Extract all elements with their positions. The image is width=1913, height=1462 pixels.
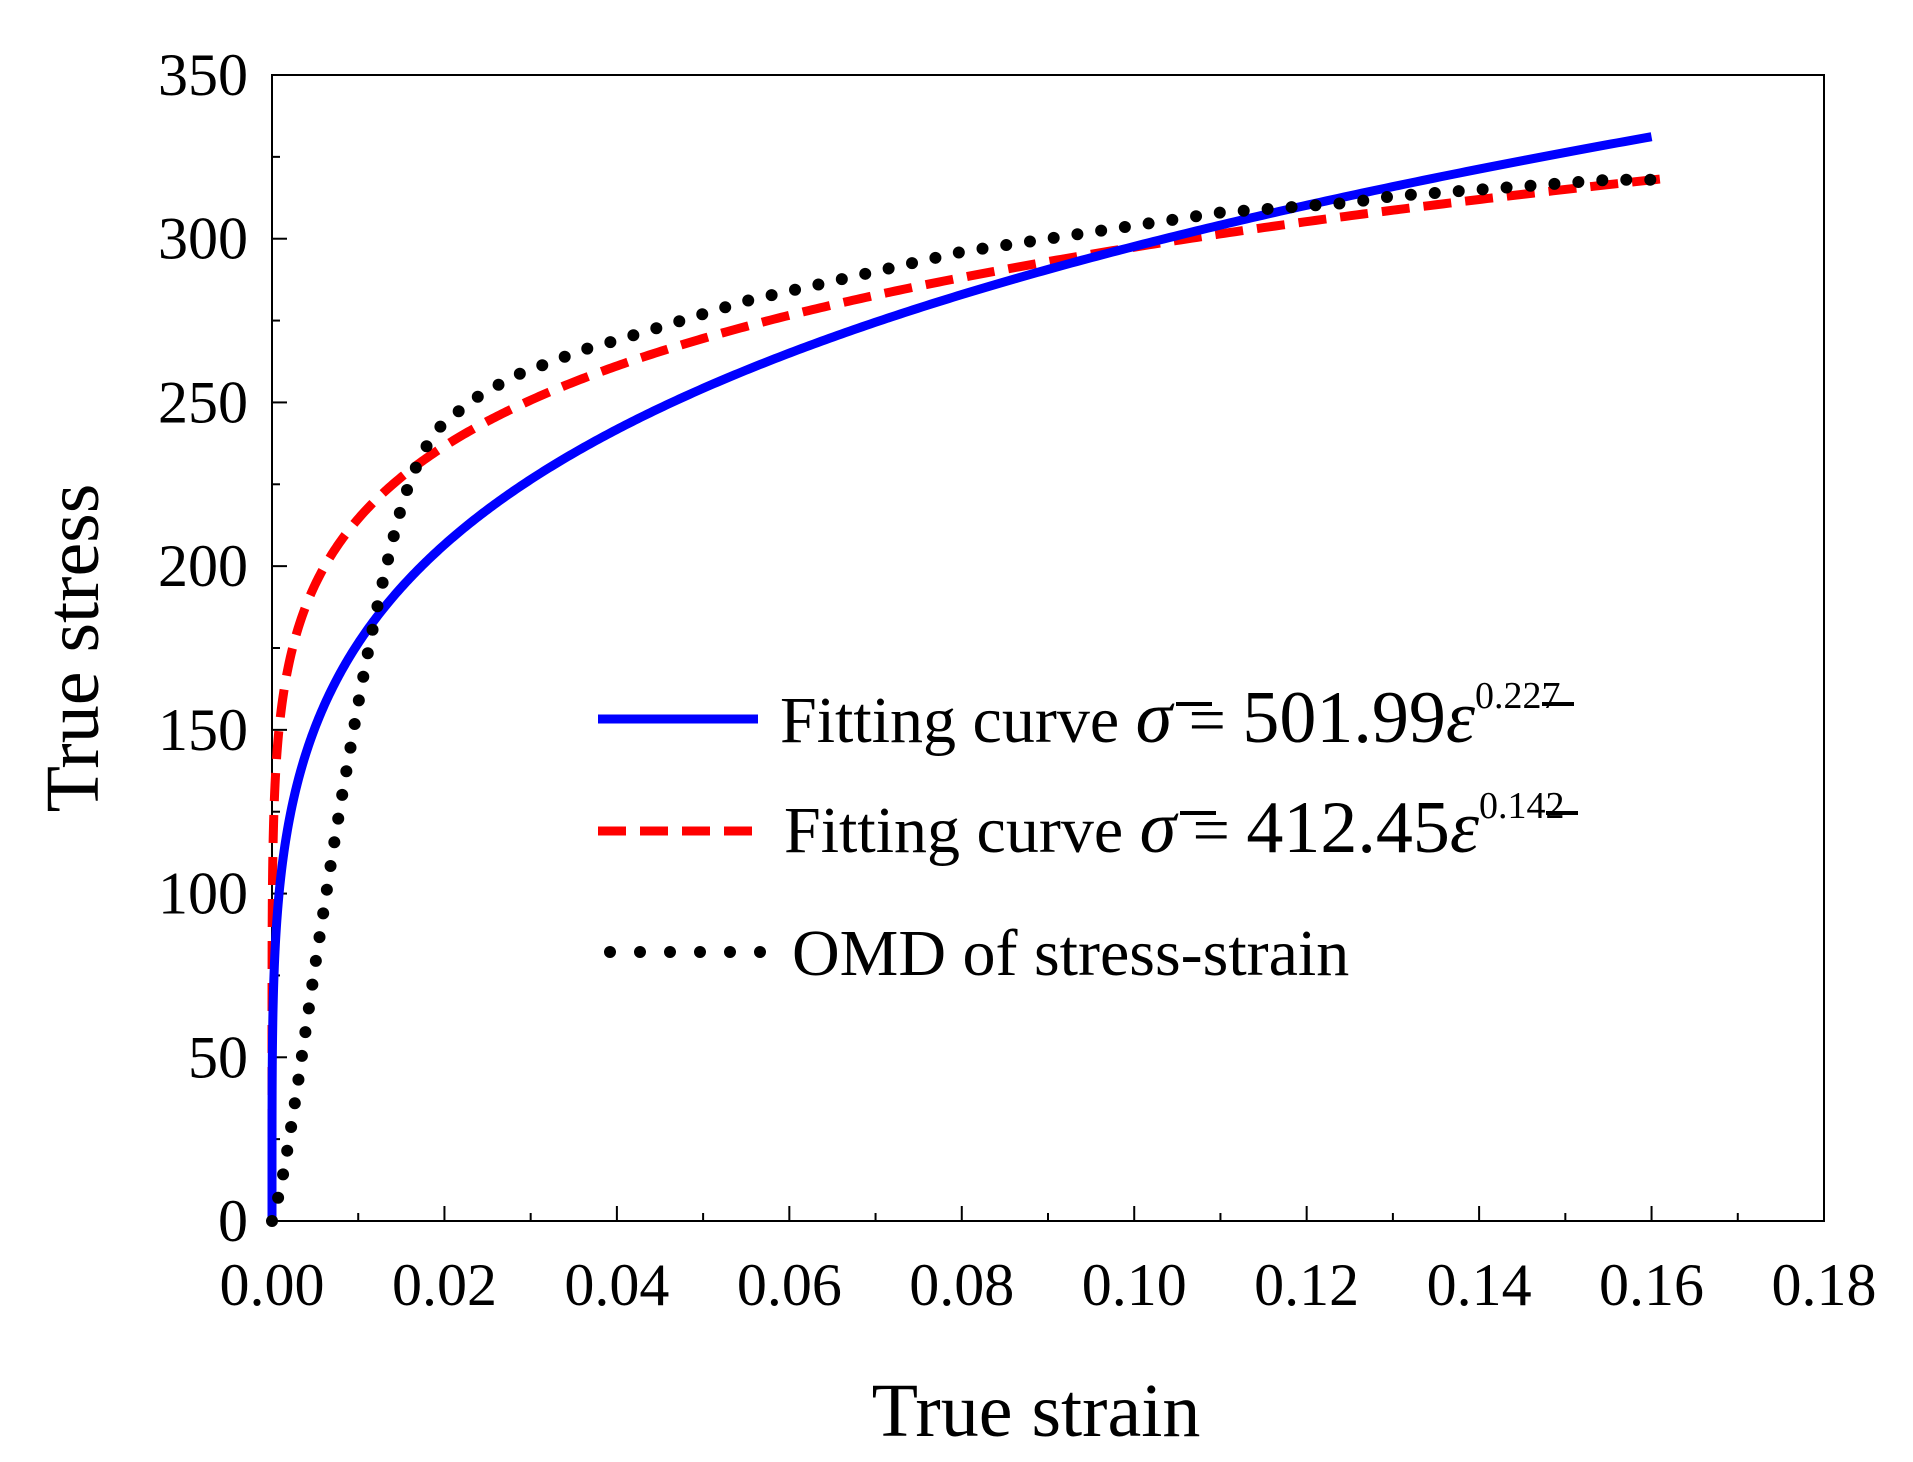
coefficient: 501.99 xyxy=(1242,677,1446,759)
x-tick-label: 0.02 xyxy=(392,1252,497,1318)
x-tick-label: 0.10 xyxy=(1082,1252,1187,1318)
series-fit-0227-line xyxy=(267,132,1653,1221)
epsilon-symbol: ε xyxy=(1450,787,1480,869)
sigma-symbol: σ xyxy=(1136,677,1175,759)
x-tick-label: 0.04 xyxy=(564,1252,669,1318)
epsilon-symbol: ε xyxy=(1446,677,1476,759)
y-tick-label: 200 xyxy=(158,533,248,599)
equals-sign: = xyxy=(1172,684,1242,757)
x-tick-label: 0.18 xyxy=(1772,1252,1877,1318)
coefficient: 412.45 xyxy=(1246,787,1450,869)
y-tick-label: 150 xyxy=(158,697,248,763)
legend-entry-fit-0227: Fitting curve σ = 501.99ε0.227 xyxy=(780,675,1561,759)
y-axis-title: True stress xyxy=(31,484,115,813)
x-tick-label: 0.00 xyxy=(220,1252,325,1318)
y-tick-label: 0 xyxy=(218,1188,248,1254)
legend: Fitting curve σ = 501.99ε0.227 Fitting c… xyxy=(598,675,1578,990)
equals-sign: = xyxy=(1176,794,1246,867)
x-axis-title: True strain xyxy=(872,1369,1201,1453)
exponent: 0.142 xyxy=(1479,785,1565,827)
x-tick-label: 0.06 xyxy=(737,1252,842,1318)
legend-entry-omd: OMD of stress-strain xyxy=(792,917,1349,990)
exponent: 0.227 xyxy=(1475,675,1561,717)
y-tick-label: 350 xyxy=(158,42,248,108)
y-tick-label: 300 xyxy=(158,206,248,272)
x-tick-label: 0.08 xyxy=(909,1252,1014,1318)
legend-prefix: Fitting curve xyxy=(780,684,1136,757)
y-tick-label: 50 xyxy=(188,1024,248,1090)
sigma-symbol: σ xyxy=(1140,787,1179,869)
y-tick-label: 100 xyxy=(158,861,248,927)
y-tick-label: 250 xyxy=(158,369,248,435)
x-tick-label: 0.16 xyxy=(1599,1252,1704,1318)
legend-entry-fit-0142: Fitting curve σ = 412.45ε0.142 xyxy=(784,785,1565,869)
legend-prefix: Fitting curve xyxy=(784,794,1140,867)
x-axis-ticks: 0.00 0.02 0.04 0.06 0.08 0.10 0.12 0.14 0.16 0.18 xyxy=(220,1206,1877,1318)
x-tick-label: 0.14 xyxy=(1427,1252,1532,1318)
series-layer xyxy=(266,132,1670,1227)
x-tick-label: 0.12 xyxy=(1254,1252,1359,1318)
plot-area-frame xyxy=(271,74,1825,1222)
y-axis-ticks: 0 50 100 150 200 250 300 350 xyxy=(158,42,287,1254)
series-omd-line xyxy=(266,173,1658,1227)
